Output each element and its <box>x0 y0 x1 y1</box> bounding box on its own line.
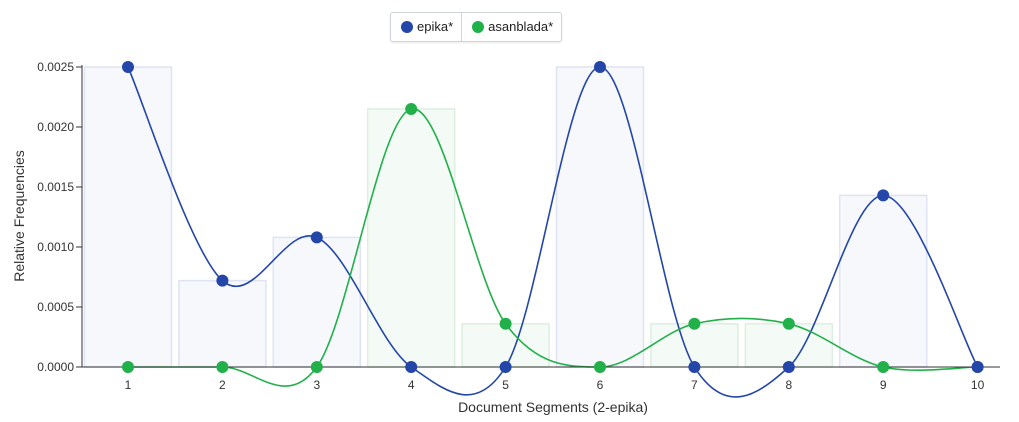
bar <box>555 66 645 368</box>
x-tick-label: 6 <box>597 378 604 392</box>
legend: epika* asanblada* <box>390 12 563 42</box>
legend-item-asanblada[interactable]: asanblada* <box>461 13 561 41</box>
y-tick-label: 0.0005 <box>37 300 74 314</box>
x-tick-label: 9 <box>880 378 887 392</box>
data-point-epika[interactable] <box>688 361 701 373</box>
points-layer <box>122 61 984 373</box>
bar <box>366 108 456 368</box>
data-point-epika[interactable] <box>310 231 323 244</box>
legend-dot-icon <box>472 21 485 33</box>
y-tick-label: 0.0000 <box>37 360 74 374</box>
data-point-epika[interactable] <box>971 361 984 373</box>
bar <box>178 279 267 368</box>
legend-label: asanblada* <box>488 19 554 34</box>
data-point-asanblada[interactable] <box>310 361 323 373</box>
data-point-asanblada[interactable] <box>122 361 134 373</box>
x-tick-label: 5 <box>502 378 509 392</box>
data-point-epika[interactable] <box>216 274 229 287</box>
bar <box>838 194 928 368</box>
data-point-asanblada[interactable] <box>877 361 890 373</box>
data-point-asanblada[interactable] <box>782 317 795 330</box>
legend-dot-icon <box>401 21 413 33</box>
data-point-epika[interactable] <box>877 189 890 202</box>
x-tick-label: 8 <box>785 378 792 392</box>
y-tick-label: 0.0015 <box>37 180 74 194</box>
data-point-asanblada[interactable] <box>499 317 512 330</box>
data-point-asanblada[interactable] <box>688 317 701 330</box>
bar <box>461 323 550 368</box>
bar <box>83 66 173 368</box>
data-point-epika[interactable] <box>782 361 795 373</box>
y-tick-label: 0.0025 <box>37 60 74 74</box>
data-point-asanblada[interactable] <box>594 361 606 373</box>
data-point-epika[interactable] <box>499 361 512 373</box>
y-tick-label: 0.0010 <box>37 240 74 254</box>
bar <box>650 323 739 368</box>
y-tick-label: 0.0020 <box>37 120 74 134</box>
x-tick-label: 3 <box>313 378 320 392</box>
bar <box>272 236 362 368</box>
bar <box>744 323 834 368</box>
data-point-epika[interactable] <box>122 61 134 73</box>
data-point-asanblada[interactable] <box>216 361 229 373</box>
legend-label: epika* <box>417 19 454 34</box>
series-line-epika <box>127 66 979 398</box>
legend-item-epika[interactable]: epika* <box>391 13 461 41</box>
x-axis-title: Document Segments (2-epika) <box>458 399 648 415</box>
x-tick-label: 7 <box>691 378 698 392</box>
data-point-epika[interactable] <box>594 61 606 73</box>
x-tick-label: 4 <box>408 378 415 392</box>
y-axis-title: Relative Frequencies <box>11 150 27 282</box>
axes-layer: Relative Frequencies Document Segments (… <box>11 65 1000 415</box>
data-point-asanblada[interactable] <box>405 103 418 115</box>
data-point-epika[interactable] <box>405 361 418 373</box>
x-tick-label: 10 <box>971 378 985 392</box>
x-tick-label: 1 <box>125 378 132 392</box>
x-tick-label: 2 <box>219 378 226 392</box>
